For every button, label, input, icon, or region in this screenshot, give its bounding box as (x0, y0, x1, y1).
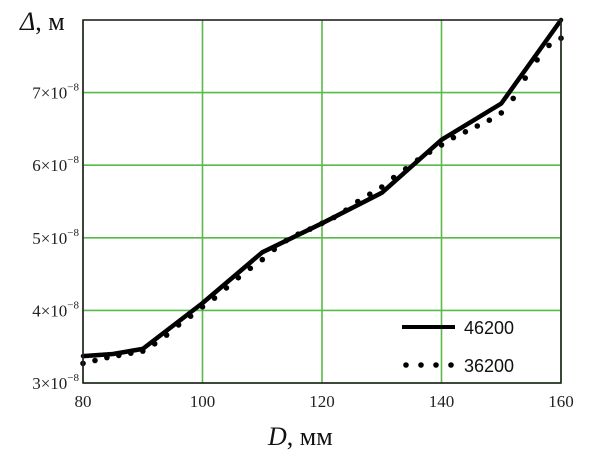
series-point-36200 (92, 357, 98, 364)
series-point-36200 (175, 322, 182, 328)
series-point-36200 (534, 57, 540, 63)
series-point-36200 (319, 220, 325, 227)
series-point-36200 (343, 207, 349, 213)
x-tick-label: 80 (75, 392, 92, 411)
series-point-36200 (474, 123, 481, 129)
series-point-36200 (331, 214, 337, 221)
legend-label-46200: 46200 (464, 318, 514, 338)
y-tick-label: 4×10−8 (32, 299, 79, 320)
legend-swatch-dotted (403, 362, 454, 368)
series-line-46200 (80, 17, 564, 359)
series-point-36200 (307, 226, 313, 232)
series-point-36200 (379, 184, 385, 190)
y-axis-unit: , м (35, 7, 64, 36)
series-point-36200 (546, 42, 552, 49)
series-point-36200 (426, 149, 433, 155)
series-point-36200 (486, 117, 493, 123)
y-tick-label: 5×10−8 (32, 227, 79, 248)
series-point-36200 (522, 75, 528, 81)
series-point-36200 (235, 274, 242, 281)
series-point-36200 (498, 110, 505, 116)
series-point-36200 (163, 332, 170, 338)
series-point-36200 (128, 350, 134, 357)
series-point-36200 (283, 237, 289, 244)
x-tick-label: 140 (429, 392, 455, 411)
series-point-36200 (140, 348, 146, 354)
plot-frame (82, 19, 562, 384)
series-point-36200 (295, 231, 301, 237)
series-point-36200 (367, 191, 373, 197)
tick-labels: 80 100 120 140 160 3×10−8 4×10−8 5×10−8 6×10−8 7×… (32, 82, 574, 411)
y-tick-label: 3×10−8 (32, 372, 79, 393)
x-tick-label: 120 (309, 392, 335, 411)
series-point-36200 (116, 352, 122, 359)
legend-label-36200: 36200 (464, 356, 514, 376)
series-point-36200 (462, 129, 469, 135)
series-point-36200 (151, 341, 158, 347)
x-tick-label: 100 (190, 392, 216, 411)
series-point-36200 (510, 95, 516, 102)
series-point-36200 (187, 313, 194, 320)
series-point-36200 (271, 246, 278, 253)
y-axis-symbol: Δ (19, 7, 35, 36)
x-tick-label: 160 (548, 392, 574, 411)
series-point-36200 (211, 295, 218, 301)
series-point-36200 (199, 304, 206, 310)
series-point-36200 (247, 265, 254, 272)
series-point-36200 (450, 134, 457, 141)
x-axis-symbol: D (267, 422, 287, 451)
legend: 46200 36200 (402, 318, 514, 376)
series-point-36200 (104, 354, 110, 361)
series-point-36200 (402, 166, 409, 172)
y-tick-label: 6×10−8 (32, 154, 79, 175)
x-axis-title: D, мм (267, 422, 333, 451)
x-axis-unit: , мм (287, 422, 333, 451)
series-point-36200 (414, 157, 421, 163)
series-point-36200 (355, 198, 361, 205)
series-point-36200 (223, 285, 230, 291)
series-point-36200 (438, 142, 445, 148)
y-axis-title: Δ, м (19, 7, 65, 36)
y-tick-label: 7×10−8 (32, 82, 79, 103)
series-point-36200 (390, 174, 397, 181)
series-point-36200 (259, 256, 266, 263)
